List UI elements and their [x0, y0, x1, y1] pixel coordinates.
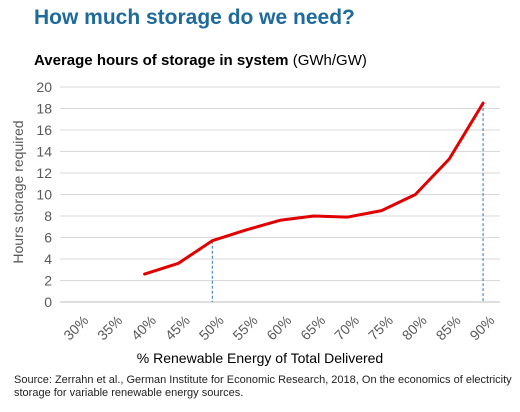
- y-tick-label: 12: [36, 165, 52, 181]
- x-tick-label: 80%: [399, 312, 430, 343]
- y-tick-label: 14: [36, 144, 52, 160]
- subtitle-main: Average hours of storage in system: [34, 52, 289, 69]
- page-title: How much storage do we need?: [34, 6, 355, 29]
- y-tick-label: 6: [44, 230, 52, 246]
- y-tick-label: 20: [36, 79, 52, 95]
- x-tick-label: 70%: [331, 312, 362, 343]
- source-note: Source: Zerrahn et al., German Institute…: [14, 374, 512, 399]
- x-tick-label: 60%: [263, 312, 294, 343]
- chart-subtitle: Average hours of storage in system (GWh/…: [34, 52, 367, 69]
- y-axis-label: Hours storage required: [10, 120, 26, 264]
- y-tick-label: 10: [36, 187, 52, 203]
- x-tick-label: 45%: [162, 312, 193, 343]
- x-tick-label: 55%: [229, 312, 260, 343]
- x-tick-label: 75%: [365, 312, 396, 343]
- x-tick-label: 50%: [196, 312, 227, 343]
- x-tick-label: 35%: [94, 312, 125, 343]
- x-tick-label: 65%: [297, 312, 328, 343]
- y-tick-label: 18: [36, 101, 52, 117]
- x-tick-label: 90%: [466, 312, 497, 343]
- y-tick-label: 2: [44, 273, 52, 289]
- x-tick-label: 85%: [433, 312, 464, 343]
- x-tick-label: 40%: [128, 312, 159, 343]
- x-axis-label: % Renewable Energy of Total Delivered: [136, 350, 384, 366]
- subtitle-unit: (GWh/GW): [288, 52, 367, 69]
- y-tick-label: 16: [36, 122, 52, 138]
- y-tick-label: 8: [44, 208, 52, 224]
- x-tick-label: 30%: [60, 312, 91, 343]
- series-line: [143, 101, 485, 276]
- y-tick-label: 0: [44, 294, 52, 310]
- y-tick-label: 4: [44, 251, 52, 267]
